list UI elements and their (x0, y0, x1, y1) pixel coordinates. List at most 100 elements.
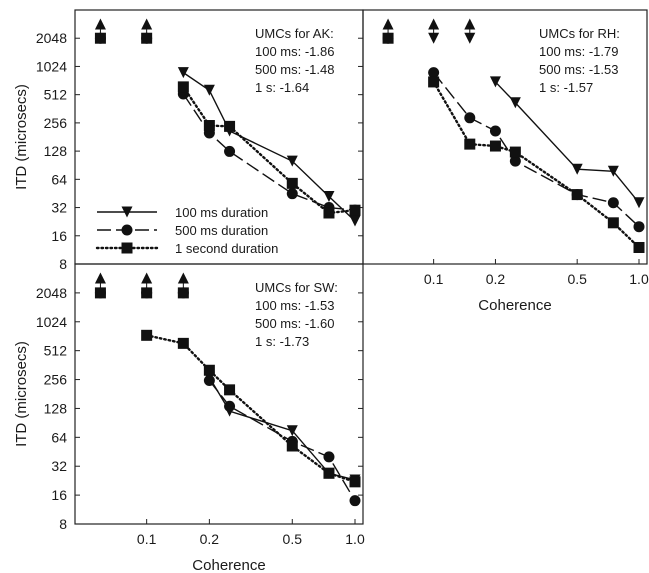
data-point (177, 81, 189, 93)
data-point (224, 384, 236, 396)
legend-marker (121, 242, 133, 254)
y-tick-label: 64 (51, 171, 67, 187)
legend-marker (121, 224, 133, 236)
legend-label: 1 second duration (175, 241, 278, 256)
panel-sw: 8 16 32 64 128 256 512 1024 2048 0.1 0.2 0.5 1.0 ITD … (13, 263, 365, 573)
y-tick-label: 16 (51, 487, 67, 503)
y-tick-label: 2048 (36, 30, 67, 46)
plot-frame (74, 263, 364, 525)
legend-label: 100 ms duration (175, 205, 268, 220)
y-tick-label: 256 (44, 372, 68, 388)
x-tick-label: 1.0 (629, 271, 649, 287)
offscale-point (94, 287, 106, 299)
data-point (286, 188, 298, 200)
offscale-marker-group (141, 18, 153, 44)
y-tick-label: 512 (44, 87, 68, 103)
data-point (286, 425, 298, 437)
offscale-marker-group (428, 18, 440, 44)
data-point (607, 197, 619, 209)
x-tick-label: 1.0 (345, 531, 365, 547)
data-point (203, 120, 215, 132)
series-line (182, 72, 356, 222)
data-point (464, 138, 476, 150)
x-tick-label: 0.1 (137, 531, 157, 547)
y-tick-label: 8 (59, 516, 67, 532)
data-point (428, 76, 440, 88)
data-point (464, 112, 476, 124)
data-point (323, 467, 335, 479)
offscale-point (382, 32, 394, 44)
y-tick-label: 1024 (36, 58, 67, 74)
data-point (571, 163, 583, 175)
y-tick-label: 64 (51, 429, 67, 445)
series-line (145, 334, 357, 484)
x-axis-label: Coherence (478, 297, 551, 314)
series-1-s (177, 81, 361, 219)
data-point (286, 440, 298, 452)
umc-annotation-line: 1 s: -1.64 (255, 80, 309, 95)
data-point (323, 190, 335, 202)
data-point (509, 146, 521, 158)
umc-annotation-line: 100 ms: -1.79 (539, 44, 619, 59)
legend-label: 500 ms duration (175, 223, 268, 238)
offscale-point (464, 32, 476, 44)
x-axis-label: Coherence (192, 557, 265, 573)
offscale-point (428, 32, 440, 44)
offscale-marker-group (177, 272, 189, 299)
y-tick-label: 32 (51, 200, 67, 216)
data-point (633, 241, 645, 253)
y-tick-label: 2048 (36, 285, 67, 301)
data-point (177, 67, 189, 79)
data-point (428, 67, 440, 79)
data-point (224, 145, 236, 157)
data-point (607, 217, 619, 229)
data-point (224, 400, 236, 412)
x-tick-label: 0.2 (200, 531, 220, 547)
y-axis-label: ITD (microsecs) (13, 341, 30, 447)
panel-ak: 8 16 32 64 128 256 512 1024 2048 ITD (microsecs) U… (13, 9, 364, 272)
data-point (177, 337, 189, 349)
data-point (489, 125, 501, 137)
umc-annotation-line: 500 ms: -1.48 (255, 62, 335, 77)
umc-annotation-line: UMCs for RH: (539, 26, 620, 41)
series-500-ms (177, 88, 361, 216)
data-point (203, 375, 215, 387)
y-axis-label: ITD (microsecs) (13, 84, 30, 190)
offscale-point (94, 32, 106, 44)
y-tick-label: 512 (44, 343, 68, 359)
y-tick-label: 16 (51, 228, 67, 244)
legend-marker (121, 206, 133, 218)
offscale-point (177, 287, 189, 299)
data-point (633, 197, 645, 209)
umc-annotation-line: 500 ms: -1.60 (255, 316, 335, 331)
umc-annotation-line: 1 s: -1.57 (539, 80, 593, 95)
data-point (286, 177, 298, 189)
panel-rh: 0.1 0.2 0.5 1.0 Coherence UMCs for RH: 100 ms:… (362, 9, 649, 314)
offscale-marker-group (94, 18, 106, 44)
series-line (208, 380, 356, 502)
x-tick-label: 0.2 (486, 271, 506, 287)
x-tick-label: 0.5 (567, 271, 587, 287)
offscale-marker-group (382, 18, 394, 44)
umc-annotation-line: UMCs for AK: (255, 26, 334, 41)
umc-annotation-line: 1 s: -1.73 (255, 334, 309, 349)
data-point (224, 120, 236, 132)
y-tick-label: 8 (59, 256, 67, 272)
data-point (349, 215, 361, 227)
data-point (141, 329, 153, 341)
data-point (323, 207, 335, 219)
x-tick-label: 0.5 (283, 531, 303, 547)
data-point (323, 451, 335, 463)
umc-annotation-line: 500 ms: -1.53 (539, 62, 619, 77)
data-point (509, 155, 521, 167)
series-500-ms (428, 67, 645, 233)
x-tick-label: 0.1 (424, 271, 444, 287)
data-point (286, 155, 298, 167)
data-point (509, 97, 521, 109)
series-100-ms (489, 76, 645, 209)
series-1-s (428, 76, 645, 253)
offscale-marker-group (464, 18, 476, 44)
data-point (203, 84, 215, 96)
plot-frame (362, 9, 648, 265)
